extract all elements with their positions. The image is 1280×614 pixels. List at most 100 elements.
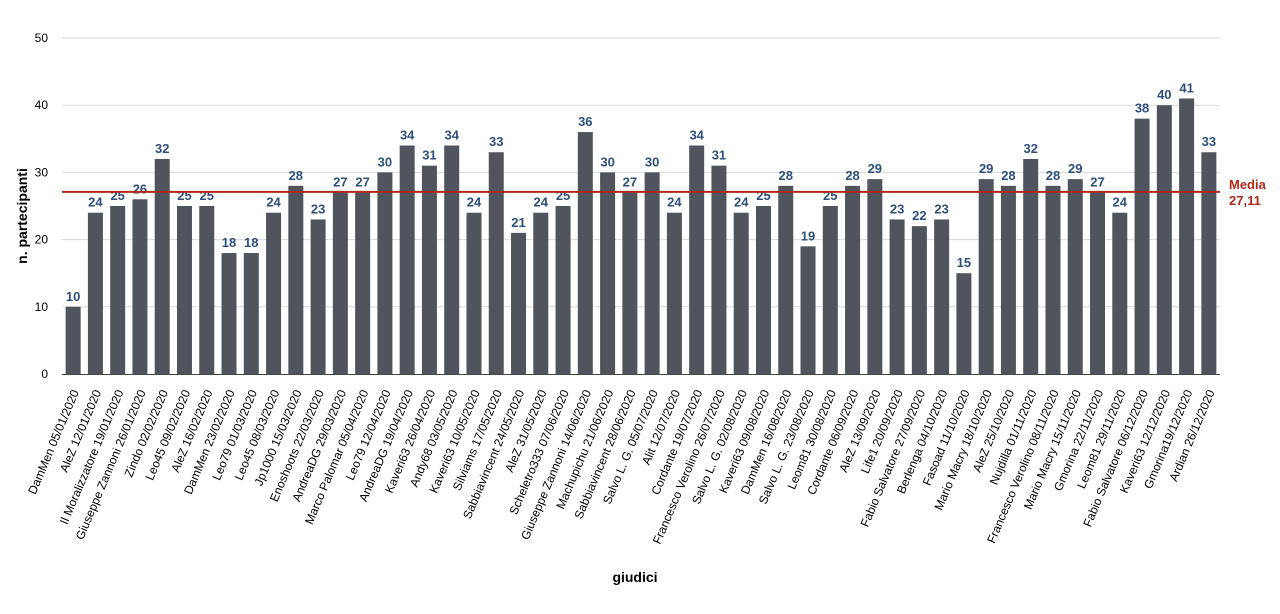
data-label: 30 <box>600 154 614 169</box>
data-label: 33 <box>489 134 503 149</box>
data-label: 31 <box>712 148 726 163</box>
data-label: 25 <box>756 188 770 203</box>
bar <box>288 185 304 374</box>
data-label: 41 <box>1179 80 1193 95</box>
bar <box>421 165 437 374</box>
bar <box>555 206 571 374</box>
data-label: 27 <box>333 175 347 190</box>
bar <box>1023 158 1039 374</box>
bar <box>488 152 504 374</box>
x-axis-title: giudici <box>612 569 657 585</box>
y-tick-label: 50 <box>35 31 49 45</box>
bar <box>889 219 905 374</box>
data-label: 28 <box>289 168 303 183</box>
data-label: 38 <box>1135 101 1149 116</box>
data-label: 24 <box>734 195 749 210</box>
y-axis-ticks: 0 10 20 30 40 50 <box>35 31 49 381</box>
bar <box>644 172 660 374</box>
y-tick-label: 30 <box>35 165 49 179</box>
data-label: 27 <box>355 175 369 190</box>
data-label: 28 <box>779 168 793 183</box>
bar <box>444 145 460 374</box>
bar <box>867 179 883 374</box>
bar <box>176 206 192 374</box>
data-label: 15 <box>957 255 971 270</box>
bar <box>243 253 259 374</box>
bar <box>1000 185 1016 374</box>
data-label: 25 <box>556 188 570 203</box>
bar <box>822 206 838 374</box>
data-label: 25 <box>177 188 191 203</box>
bar <box>221 253 237 374</box>
bar <box>755 206 771 374</box>
data-label: 40 <box>1157 87 1171 102</box>
data-label: 24 <box>667 195 682 210</box>
data-label: 10 <box>66 289 80 304</box>
bar <box>1179 98 1195 374</box>
data-label: 24 <box>534 195 549 210</box>
data-label: 31 <box>422 148 436 163</box>
data-label: 18 <box>222 235 236 250</box>
bar <box>911 226 927 374</box>
bar <box>132 199 148 374</box>
y-tick-label: 0 <box>41 367 48 381</box>
bar <box>1134 118 1150 374</box>
data-label: 27 <box>1090 175 1104 190</box>
bar <box>689 145 705 374</box>
data-label: 24 <box>467 195 482 210</box>
bar <box>1045 185 1061 374</box>
bar <box>666 212 682 374</box>
bar <box>778 185 794 374</box>
data-label: 22 <box>912 208 926 223</box>
data-label: 21 <box>511 215 525 230</box>
data-label: 34 <box>689 128 704 143</box>
bar <box>1067 179 1083 374</box>
data-label: 23 <box>934 201 948 216</box>
data-label: 28 <box>1001 168 1015 183</box>
mean-label-value: 27,11 <box>1229 193 1261 208</box>
bar <box>711 165 727 374</box>
y-axis-title: n. partecipanti <box>14 168 30 264</box>
bars <box>65 98 1217 374</box>
data-label: 26 <box>133 181 147 196</box>
bar <box>622 192 638 374</box>
data-label: 28 <box>1046 168 1060 183</box>
bar <box>399 145 415 374</box>
mean-label-title: Media <box>1229 177 1267 192</box>
y-tick-label: 10 <box>35 300 49 314</box>
bar <box>1090 192 1106 374</box>
bar <box>600 172 616 374</box>
data-label: 28 <box>845 168 859 183</box>
data-label: 25 <box>200 188 214 203</box>
data-label: 30 <box>378 154 392 169</box>
bar <box>934 219 950 374</box>
data-label: 32 <box>1023 141 1037 156</box>
data-label: 23 <box>311 201 325 216</box>
data-label: 24 <box>1113 195 1128 210</box>
y-tick-label: 20 <box>35 233 49 247</box>
data-label: 34 <box>444 128 459 143</box>
bar <box>466 212 482 374</box>
bar <box>1201 152 1217 374</box>
bar <box>1112 212 1128 374</box>
bar <box>577 132 593 374</box>
bar <box>733 212 749 374</box>
bar <box>310 219 326 374</box>
bar <box>355 192 371 374</box>
data-label: 29 <box>868 161 882 176</box>
data-label: 29 <box>1068 161 1082 176</box>
bar <box>956 273 972 374</box>
data-label: 24 <box>88 195 103 210</box>
bar <box>533 212 549 374</box>
bar <box>87 212 103 374</box>
data-label: 24 <box>266 195 281 210</box>
data-label: 18 <box>244 235 258 250</box>
data-label: 30 <box>645 154 659 169</box>
bar <box>978 179 994 374</box>
data-label: 33 <box>1202 134 1216 149</box>
mean-line-group: Media 27,11 <box>62 177 1267 208</box>
data-label: 25 <box>110 188 124 203</box>
bar <box>65 306 81 374</box>
